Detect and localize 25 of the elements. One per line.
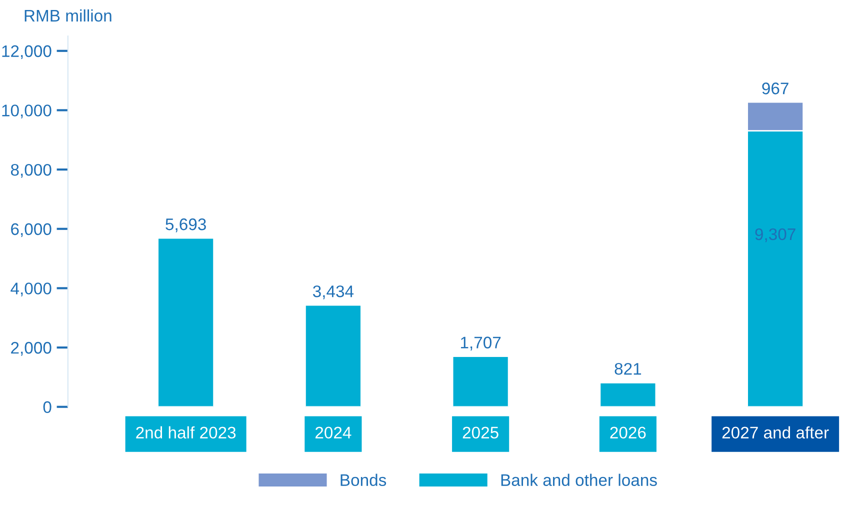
data-label: 967 — [762, 82, 788, 94]
y-tick-label: 10,000 — [2, 104, 52, 118]
y-tick-label: 8,000 — [10, 164, 52, 178]
legend-label: Bonds — [340, 474, 386, 486]
x-tick-label: 2025 — [462, 426, 498, 439]
bar — [452, 356, 510, 407]
y-tick-label: 12,000 — [2, 45, 52, 60]
bar — [304, 304, 362, 407]
y-axis-title: RMB million — [24, 9, 112, 22]
data-label: 9,307 — [755, 228, 796, 242]
data-label: 1,707 — [460, 336, 501, 350]
x-tick-label: 2027 and after — [722, 426, 829, 439]
y-tick-label: 2,000 — [11, 342, 52, 356]
data-label: 3,434 — [312, 285, 354, 300]
y-tick-label: 4,000 — [10, 282, 52, 296]
y-tick-label: 0 — [43, 401, 52, 414]
data-label: 821 — [614, 362, 642, 375]
x-tick-label: 2nd half 2023 — [136, 426, 236, 439]
x-tick-label: 2024 — [315, 426, 352, 439]
bar — [157, 237, 215, 407]
x-tick-label: 2026 — [610, 426, 646, 439]
data-label: 5,693 — [166, 218, 206, 232]
y-tick-label: 6,000 — [11, 223, 52, 238]
legend-label: Bank and other loans — [501, 474, 657, 486]
bar — [599, 382, 657, 407]
